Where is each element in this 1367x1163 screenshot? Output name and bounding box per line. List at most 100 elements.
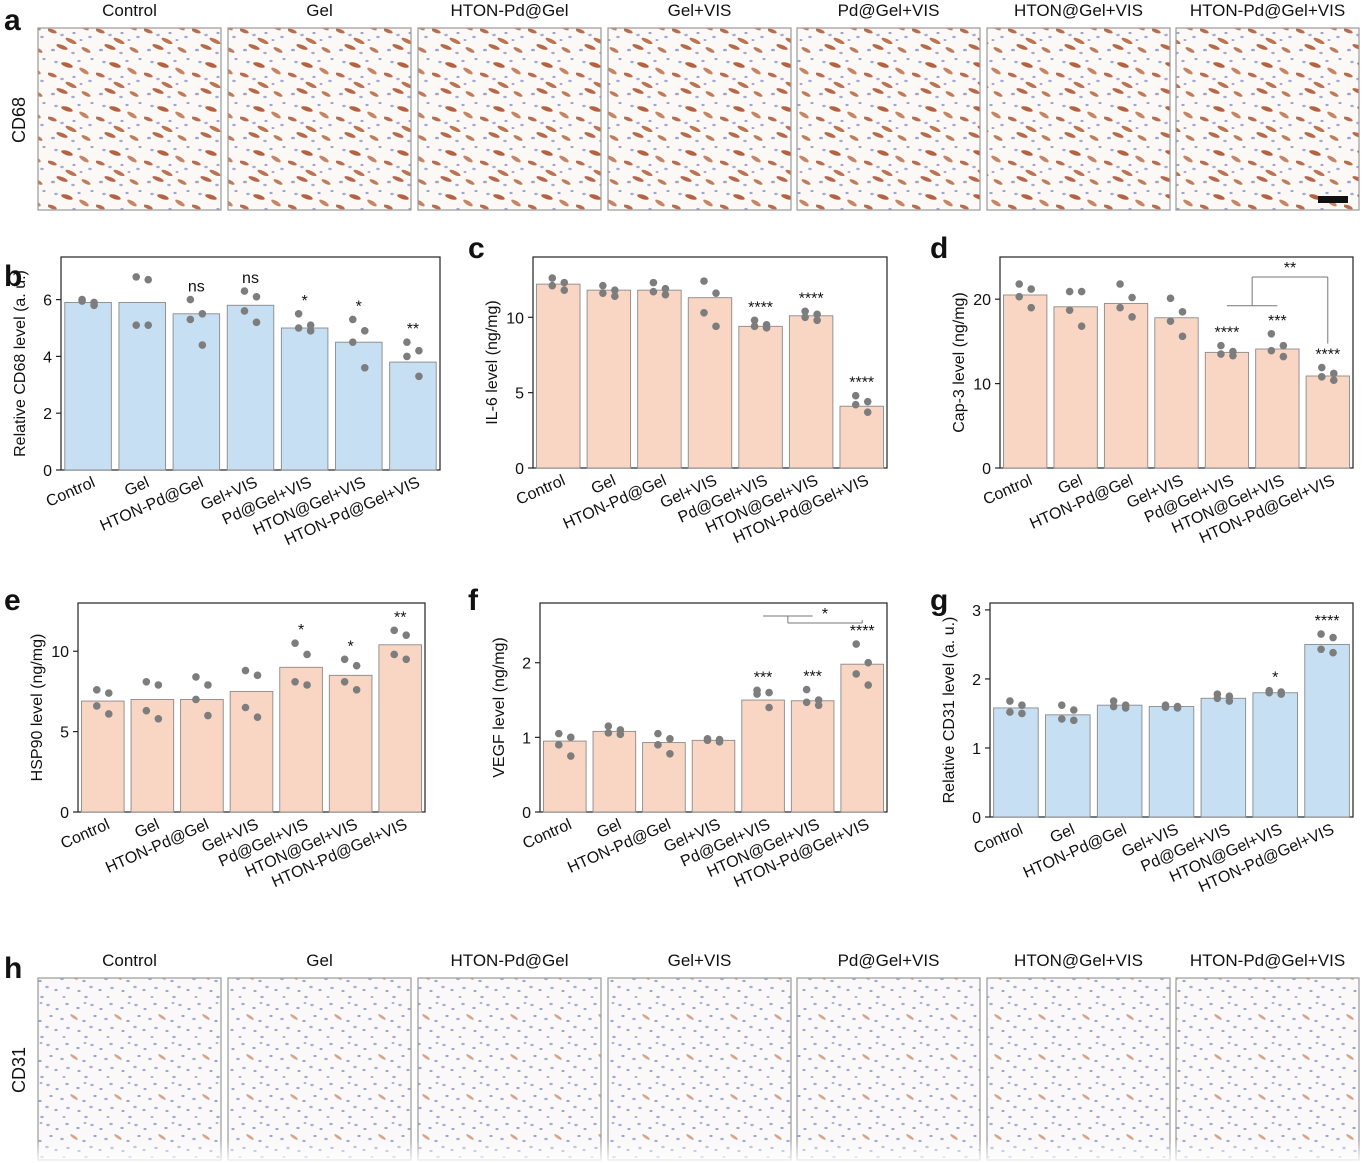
stain-label: CD31: [9, 1047, 29, 1093]
data-point: [1006, 708, 1014, 716]
x-tick-label: HTON-Pd@Gel: [98, 474, 206, 535]
tile-header: HTON-Pd@Gel+VIS: [1190, 1, 1345, 20]
bar: [180, 699, 224, 813]
data-point: [240, 287, 249, 295]
data-point: [192, 673, 200, 681]
data-point: [1317, 645, 1325, 654]
data-point: [1077, 287, 1086, 296]
bar: [1200, 697, 1247, 818]
data-point: [554, 729, 563, 738]
data-point: [1109, 697, 1118, 705]
y-tick-label: 0: [522, 805, 531, 822]
micrograph-tile: [37, 977, 222, 1161]
data-point: [1065, 287, 1074, 296]
data-point: [661, 284, 670, 293]
significance-label: **: [394, 609, 406, 626]
data-point: [142, 706, 151, 715]
significance-label: ***: [803, 669, 822, 686]
bar: [788, 315, 834, 469]
data-point: [1027, 285, 1036, 293]
micrograph-tile: [417, 27, 602, 211]
data-point: [1329, 648, 1337, 657]
data-point: [611, 292, 619, 300]
significance-label: ns: [242, 270, 259, 287]
data-point: [352, 661, 361, 670]
panel-letter: a: [4, 4, 21, 37]
data-point: [360, 327, 369, 335]
tile-header: HTON-Pd@Gel: [450, 1, 568, 20]
data-point: [1178, 332, 1187, 341]
data-point: [132, 273, 141, 281]
tile-header: Gel: [306, 1, 332, 20]
y-tick-label: 10: [973, 377, 991, 394]
y-tick-label: 2: [43, 406, 52, 423]
data-point: [360, 363, 369, 372]
data-point: [154, 714, 163, 723]
micrograph-tile: [607, 977, 792, 1161]
y-tick-label: 20: [973, 292, 991, 309]
bar: [1053, 306, 1098, 469]
micrograph-tile: [1175, 27, 1360, 211]
data-point: [303, 650, 311, 659]
data-point: [352, 686, 361, 694]
bracket-label: **: [1284, 260, 1296, 277]
data-point: [548, 274, 557, 282]
bar: [687, 297, 733, 469]
y-tick-label: 1: [522, 730, 531, 747]
tile-header: HTON@Gel+VIS: [1014, 1, 1143, 20]
bar: [280, 327, 329, 471]
panel-h-micrographs: h CD31 Control Gel HTON-Pd@Gel Gel+VIS Pd@Ge…: [4, 951, 1367, 1163]
bar: [1103, 302, 1149, 469]
data-point: [252, 318, 261, 327]
data-point: [1018, 701, 1026, 709]
data-point: [666, 735, 674, 743]
y-axis-label: VEGF level (ng/mg): [491, 637, 508, 777]
data-point: [403, 352, 411, 361]
micrograph-tile: [37, 27, 222, 211]
data-point: [1178, 308, 1187, 316]
data-point: [863, 408, 872, 417]
data-point: [1069, 706, 1078, 714]
data-point: [765, 703, 773, 712]
data-point: [1065, 306, 1074, 314]
significance-label: *: [298, 622, 304, 639]
significance-label: ****: [799, 290, 824, 307]
data-point: [1277, 690, 1286, 698]
panel-letter: c: [468, 232, 485, 265]
bracket-label: *: [822, 606, 828, 623]
data-point: [241, 666, 250, 675]
data-point: [1069, 716, 1078, 725]
data-point: [340, 655, 349, 664]
tile-header: Pd@Gel+VIS: [838, 1, 940, 20]
data-point: [1267, 330, 1276, 338]
data-point: [1015, 280, 1024, 288]
y-axis-label: HSP90 level (ng/mg): [29, 634, 46, 782]
data-point: [753, 690, 761, 698]
data-point: [649, 287, 658, 296]
tile-header: Gel+VIS: [668, 951, 732, 970]
significance-label: ****: [849, 375, 874, 392]
data-point: [1006, 697, 1014, 705]
data-point: [154, 681, 163, 689]
bar: [1255, 348, 1300, 469]
bar: [1305, 375, 1350, 469]
y-tick-label: 0: [972, 810, 981, 827]
data-point: [712, 322, 720, 331]
data-point: [1213, 694, 1222, 703]
bar: [328, 674, 373, 813]
bar: [1096, 704, 1143, 818]
data-point: [104, 710, 113, 718]
significance-label: ns: [188, 279, 205, 296]
significance-label: *: [1272, 670, 1278, 687]
bar: [118, 301, 166, 471]
data-point: [142, 677, 151, 686]
bar: [378, 644, 422, 813]
micrograph-tile: [227, 977, 412, 1161]
data-point: [1109, 702, 1118, 711]
data-point: [813, 310, 821, 319]
data-point: [132, 321, 141, 329]
tile-header: HTON-Pd@Gel+VIS: [1190, 951, 1345, 970]
data-point: [814, 701, 823, 710]
data-point: [1317, 630, 1325, 638]
